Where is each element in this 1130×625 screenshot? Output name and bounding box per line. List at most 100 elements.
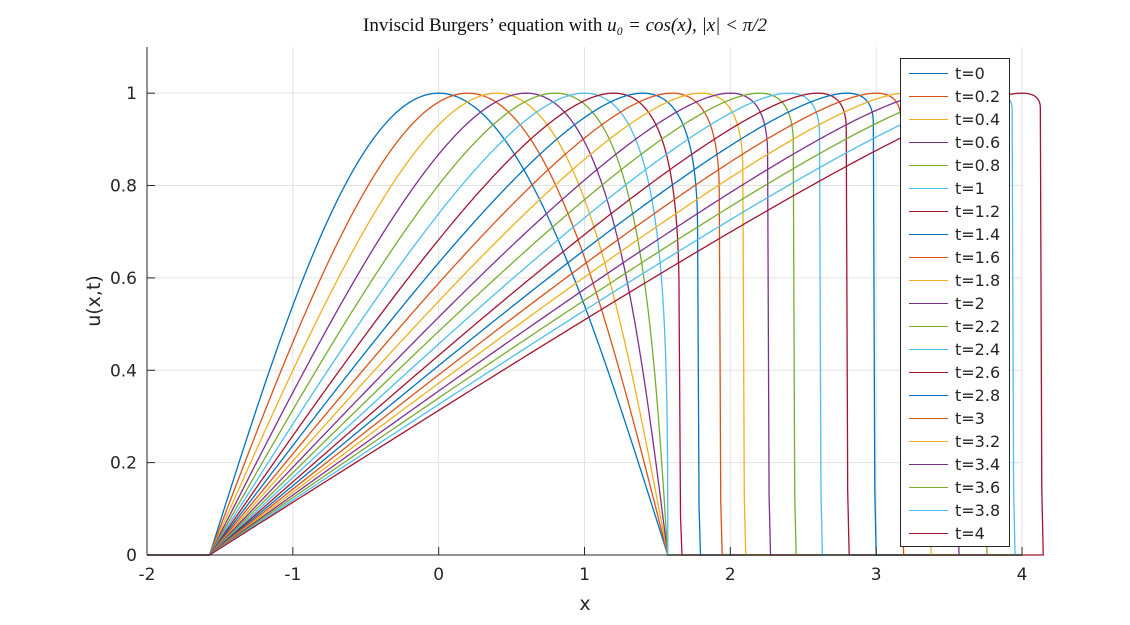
legend-label: t=1: [955, 179, 985, 198]
series-line-t-1.4: [147, 92, 1022, 556]
x-tick-label: 4: [1017, 565, 1028, 585]
legend-label: t=3.2: [955, 432, 1001, 451]
legend-label: t=2.2: [955, 317, 1001, 336]
series-line-t-1.8: [147, 92, 1022, 556]
legend-line-icon: [909, 118, 948, 121]
legend-label: t=2.8: [955, 386, 1001, 405]
series-line-t-0.4: [147, 92, 1022, 556]
legend-label: t=0.8: [955, 156, 1001, 175]
legend-label: t=0: [955, 64, 985, 83]
legend-line-icon: [909, 95, 948, 98]
legend-label: t=3: [955, 409, 985, 428]
legend-line-icon: [909, 302, 948, 305]
series-line-t-0.8: [147, 92, 1022, 556]
legend-item: t=2.6: [909, 361, 1000, 384]
legend-label: t=3.8: [955, 501, 1001, 520]
legend-item: t=0.6: [909, 131, 1000, 154]
chart-title-math: u₀ = cos(x), |x| < π/2: [607, 15, 767, 36]
x-tick-label: 0: [433, 565, 444, 585]
legend-label: t=0.6: [955, 133, 1001, 152]
grid-lines: [146, 47, 1023, 556]
legend-item: t=0.8: [909, 154, 1000, 177]
legend-label: t=1.2: [955, 202, 1001, 221]
legend-label: t=0.4: [955, 110, 1001, 129]
chart-title-text: Inviscid Burgers’ equation with: [363, 15, 608, 36]
series-line-t-0.6: [147, 92, 1022, 556]
legend-item: t=3.2: [909, 430, 1000, 453]
legend-line-icon: [909, 72, 948, 75]
legend-label: t=4: [955, 524, 985, 543]
legend-label: t=3.6: [955, 478, 1001, 497]
legend-line-icon: [909, 164, 948, 167]
y-tick-label: 0.4: [110, 361, 137, 381]
legend-line-icon: [909, 233, 948, 236]
series-line-t-2.2: [147, 92, 1022, 556]
legend-line-icon: [909, 279, 948, 282]
legend-item: t=1.6: [909, 246, 1000, 269]
legend-item: t=1.2: [909, 200, 1000, 223]
legend-label: t=2.4: [955, 340, 1001, 359]
legend-line-icon: [909, 141, 948, 144]
legend-item: t=1: [909, 177, 985, 200]
y-tick-label: 0.8: [110, 177, 137, 197]
x-tick-label: -2: [139, 565, 156, 585]
legend-line-icon: [909, 325, 948, 328]
legend-line-icon: [909, 371, 948, 374]
legend-label: t=1.8: [955, 271, 1001, 290]
series-line-t-3: [147, 92, 1022, 556]
legend-item: t=1.8: [909, 269, 1000, 292]
x-tick-label: 2: [725, 565, 736, 585]
legend-line-icon: [909, 532, 948, 535]
legend-label: t=3.4: [955, 455, 1001, 474]
legend-item: t=4: [909, 522, 985, 545]
legend-item: t=3.4: [909, 453, 1000, 476]
series-line-t-1.6: [147, 92, 1022, 556]
legend: t=0 t=0.2 t=0.4 t=0.6 t=0.8 t=1 t=1.2 t=1.4 t=1.…: [900, 58, 1010, 547]
legend-item: t=0: [909, 62, 985, 85]
series-line-t-2.4: [147, 92, 1022, 556]
legend-line-icon: [909, 394, 948, 397]
y-tick-label: 0: [126, 546, 137, 566]
x-tick-label: 3: [871, 565, 882, 585]
legend-line-icon: [909, 417, 948, 420]
data-series: [147, 92, 1044, 556]
series-line-t-2.8: [147, 92, 1022, 556]
series-line-t-0: [147, 92, 1022, 556]
legend-label: t=2.6: [955, 363, 1001, 382]
y-tick-label: 0.2: [110, 454, 137, 474]
legend-item: t=3: [909, 407, 985, 430]
legend-line-icon: [909, 256, 948, 259]
y-tick-label: 0.6: [110, 269, 137, 289]
series-line-t-4: [147, 92, 1044, 556]
legend-item: t=3.6: [909, 476, 1000, 499]
legend-label: t=0.2: [955, 87, 1001, 106]
legend-line-icon: [909, 440, 948, 443]
axes: -2 -1 0 1 2 3 4 0 0.2 0.4 0.6 0.8 1: [110, 47, 1027, 585]
legend-line-icon: [909, 210, 948, 213]
legend-label: t=2: [955, 294, 985, 313]
legend-line-icon: [909, 348, 948, 351]
legend-label: t=1.6: [955, 248, 1001, 267]
y-axis-label: u(x,t): [83, 275, 105, 327]
legend-item: t=2.2: [909, 315, 1000, 338]
x-tick-label: -1: [284, 565, 301, 585]
legend-line-icon: [909, 509, 948, 512]
chart-title: Inviscid Burgers’ equation with u₀ = cos…: [0, 15, 1130, 37]
y-tick-label: 1: [126, 84, 137, 104]
legend-item: t=0.2: [909, 85, 1000, 108]
legend-item: t=0.4: [909, 108, 1000, 131]
x-tick-label: 1: [579, 565, 590, 585]
series-line-t-1.2: [147, 92, 1022, 556]
legend-item: t=1.4: [909, 223, 1000, 246]
legend-item: t=2: [909, 292, 985, 315]
legend-item: t=3.8: [909, 499, 1000, 522]
series-line-t-2.6: [147, 92, 1022, 556]
legend-label: t=1.4: [955, 225, 1001, 244]
legend-line-icon: [909, 463, 948, 466]
legend-line-icon: [909, 486, 948, 489]
series-line-t-1: [147, 92, 1022, 556]
legend-item: t=2.4: [909, 338, 1000, 361]
series-line-t-0.2: [147, 92, 1022, 556]
legend-line-icon: [909, 187, 948, 190]
